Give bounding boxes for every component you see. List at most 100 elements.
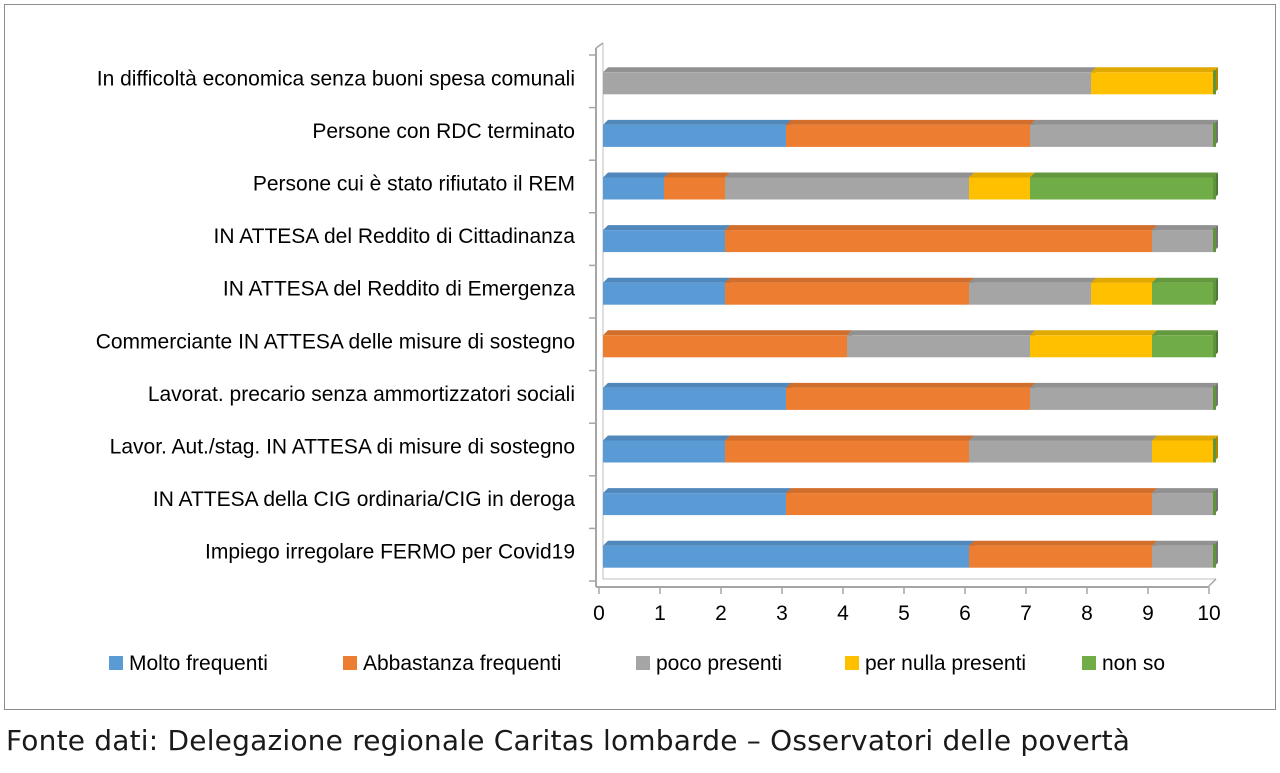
bar-segment-top bbox=[786, 488, 1157, 494]
bar-segment bbox=[1030, 172, 1218, 200]
x-tick-label: 1 bbox=[654, 602, 666, 625]
legend-label: non so bbox=[1102, 652, 1165, 675]
bar-segment-top bbox=[603, 488, 791, 494]
bar-segment-front bbox=[603, 124, 786, 147]
bar-segment bbox=[786, 382, 1035, 410]
bar-segment-front bbox=[1030, 124, 1213, 147]
legend-item: non so bbox=[1082, 652, 1165, 675]
bar-end-cap bbox=[1213, 438, 1216, 463]
bar-segment bbox=[969, 435, 1157, 463]
bar-segment-front bbox=[1030, 387, 1213, 410]
bar-segment-top bbox=[603, 277, 730, 283]
legend-swatch bbox=[1082, 656, 1096, 670]
bar-segment bbox=[1030, 382, 1218, 410]
bar-segment bbox=[603, 119, 791, 147]
bar-segment-front bbox=[725, 440, 969, 463]
bar-segment-front bbox=[969, 177, 1030, 200]
legend-label: poco presenti bbox=[656, 652, 782, 675]
bar-segment-front bbox=[603, 72, 1091, 95]
bar-segment-top bbox=[1030, 172, 1218, 178]
bar-segment bbox=[969, 277, 1096, 305]
bar-segment-front bbox=[725, 282, 969, 305]
bar-segment-top bbox=[969, 277, 1096, 283]
bar-segment-top bbox=[725, 435, 974, 441]
bar-segment bbox=[1091, 67, 1218, 95]
bar-segment-top bbox=[1030, 119, 1218, 125]
bar-segment bbox=[1152, 540, 1218, 568]
legend-swatch bbox=[109, 656, 123, 670]
bar-segment-front bbox=[1152, 335, 1213, 358]
bar-segment-top bbox=[603, 67, 1096, 73]
legend-label: Molto frequenti bbox=[129, 652, 268, 675]
bar-segment bbox=[1152, 225, 1218, 253]
bar-segment-top bbox=[786, 382, 1035, 388]
bar-end-cap bbox=[1213, 385, 1216, 410]
bar-segment bbox=[725, 277, 974, 305]
bar-segment-top bbox=[725, 225, 1157, 231]
bar-segment-top bbox=[1152, 330, 1218, 336]
bar-segment-top bbox=[847, 330, 1035, 336]
bar-end-cap bbox=[1213, 175, 1216, 200]
bar-segment-front bbox=[603, 493, 786, 516]
bar-segment bbox=[969, 172, 1035, 200]
bar-segment-front bbox=[1091, 72, 1213, 95]
category-label: IN ATTESA della CIG ordinaria/CIG in der… bbox=[153, 488, 575, 511]
bar-end-cap bbox=[1213, 122, 1216, 147]
category-label: IN ATTESA del Reddito di Emergenza bbox=[223, 278, 575, 301]
bar-segment-top bbox=[603, 119, 791, 125]
bar-segment-front bbox=[603, 282, 725, 305]
category-label: Impiego irregolare FERMO per Covid19 bbox=[205, 541, 575, 564]
bar-segment bbox=[664, 172, 730, 200]
bar-segment bbox=[603, 67, 1096, 95]
bar-segment bbox=[725, 225, 1157, 253]
x-tick-label: 7 bbox=[1020, 602, 1032, 625]
category-labels: In difficoltà economica senza buoni spes… bbox=[96, 67, 576, 563]
bar-segment bbox=[603, 225, 730, 253]
bar-segment bbox=[603, 540, 974, 568]
x-tick-label: 6 bbox=[959, 602, 971, 625]
bar-segment-top bbox=[1152, 277, 1218, 283]
bar-end-cap bbox=[1213, 491, 1216, 516]
bar-segment bbox=[725, 172, 974, 200]
bar-segment-top bbox=[603, 172, 669, 178]
bar-segment bbox=[847, 330, 1035, 358]
floor-right-edge bbox=[1207, 578, 1217, 588]
bar-segment-top bbox=[603, 225, 730, 231]
bar-segment-front bbox=[1152, 282, 1213, 305]
bar-segment-front bbox=[725, 230, 1152, 253]
legend-label: per nulla presenti bbox=[865, 652, 1026, 675]
bar-segment bbox=[603, 277, 730, 305]
bar-segment bbox=[603, 172, 669, 200]
bar-segment-top bbox=[1030, 330, 1157, 336]
bar-segment-front bbox=[1152, 545, 1213, 568]
bar-segment-top bbox=[1152, 540, 1218, 546]
bar-segment-front bbox=[603, 387, 786, 410]
bar-segment-top bbox=[603, 330, 852, 336]
legend-swatch bbox=[845, 656, 859, 670]
bar-segment-front bbox=[664, 177, 725, 200]
legend-label: Abbastanza frequenti bbox=[363, 652, 561, 675]
wall-top-edge bbox=[595, 42, 604, 49]
bar-segment-top bbox=[664, 172, 730, 178]
x-tick-label: 9 bbox=[1142, 602, 1154, 625]
bar-segment-top bbox=[969, 435, 1157, 441]
bar-segment-top bbox=[1152, 435, 1218, 441]
bar-segment bbox=[725, 435, 974, 463]
bar-segment-top bbox=[969, 540, 1157, 546]
bar-segment-front bbox=[725, 177, 969, 200]
bar-segment-top bbox=[603, 382, 791, 388]
x-axis-ticks: 0 1 2 3 4 5 6 7 8 9 10 bbox=[593, 587, 1221, 625]
bar-segment bbox=[603, 488, 791, 516]
category-label: In difficoltà economica senza buoni spes… bbox=[97, 67, 575, 90]
bar-segment-front bbox=[1030, 335, 1152, 358]
bar-segment-top bbox=[1152, 488, 1218, 494]
bar-segment-top bbox=[603, 540, 974, 546]
bar-segment-top bbox=[603, 435, 730, 441]
bars-layer bbox=[603, 67, 1218, 568]
bar-segment bbox=[603, 330, 852, 358]
category-label: Persone con RDC terminato bbox=[312, 120, 575, 143]
bar-segment bbox=[1152, 330, 1218, 358]
bar-segment-top bbox=[725, 172, 974, 178]
bar-segment-front bbox=[603, 177, 664, 200]
bar-segment-front bbox=[969, 440, 1152, 463]
